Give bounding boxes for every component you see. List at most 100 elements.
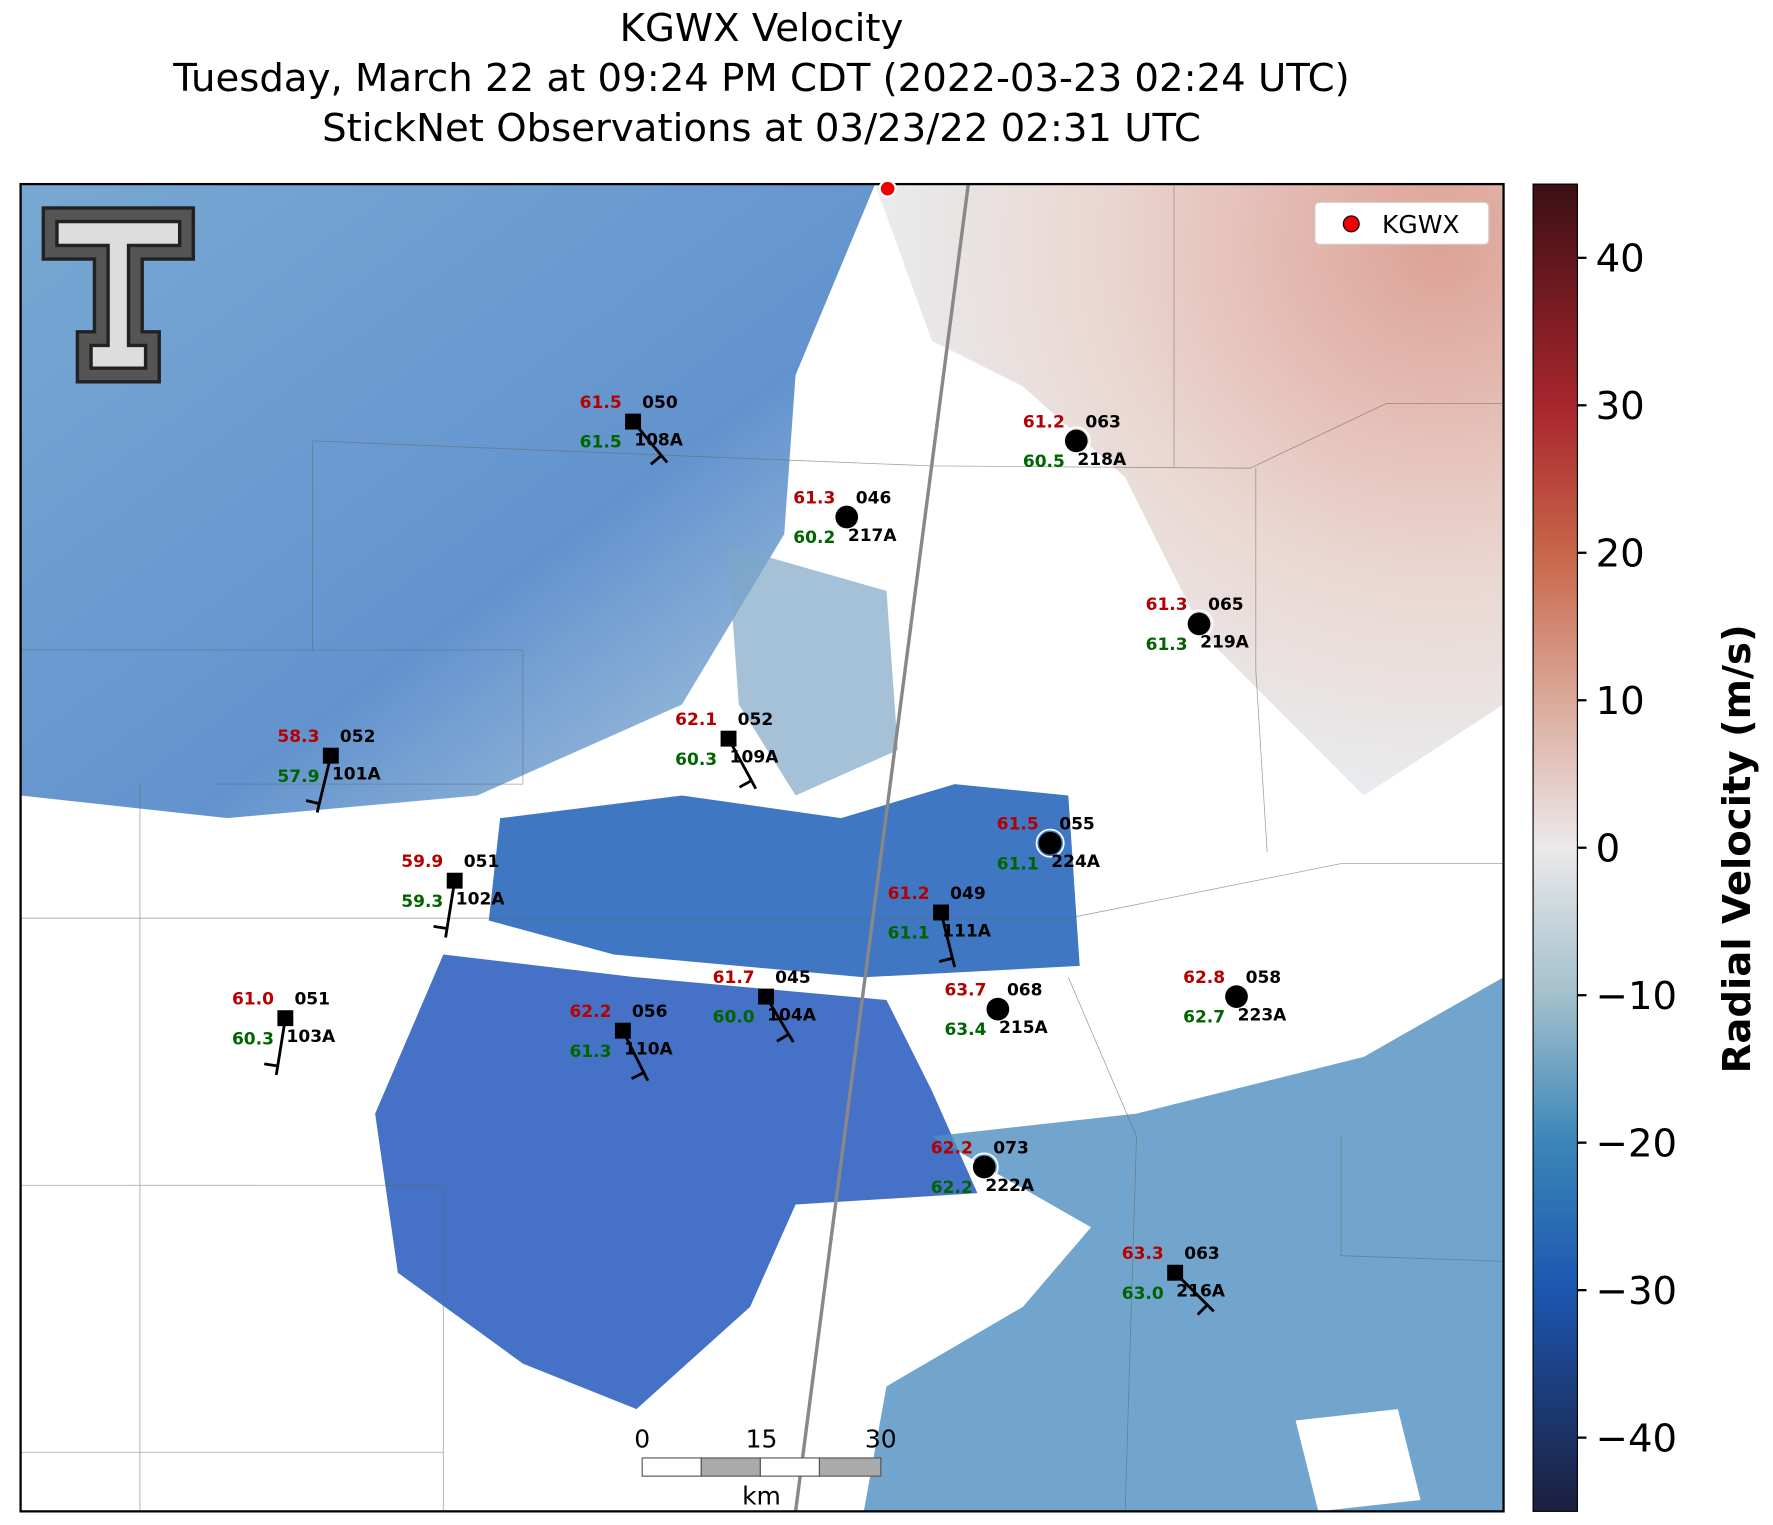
- temperature: 61.2: [1023, 412, 1065, 432]
- dewpoint: 60.3: [232, 1029, 274, 1049]
- velocity-region: [875, 184, 1504, 796]
- colorbar-tick-label: −30: [1596, 1269, 1678, 1314]
- station-id: 108A: [634, 430, 684, 450]
- dewpoint: 62.2: [931, 1178, 973, 1198]
- colorbar-tick-label: −10: [1596, 974, 1678, 1019]
- station-id: 102A: [456, 890, 506, 910]
- county-lines: [20, 184, 1504, 1512]
- station-marker: [758, 988, 774, 1005]
- station-code: 073: [993, 1138, 1029, 1158]
- station-marker: [625, 413, 642, 430]
- wind-barb: [315, 755, 333, 813]
- station-marker: [969, 1152, 999, 1182]
- station-code: 058: [1246, 968, 1282, 988]
- colorbar-tick-label: 40: [1596, 236, 1645, 281]
- scale-tick-label: 15: [746, 1425, 778, 1454]
- station-code: 068: [1007, 980, 1043, 1000]
- wind-barb: [649, 454, 663, 466]
- colorbar-tick-label: −20: [1596, 1121, 1678, 1166]
- station-id: 215A: [999, 1018, 1049, 1038]
- dewpoint: 61.1: [997, 854, 1039, 874]
- stations: 61.5 050 61.5 108A 61.2 063 60.5 218A 61.3 046 60.…: [232, 393, 1287, 1316]
- dewpoint: 60.5: [1023, 452, 1065, 472]
- wind-barb: [939, 912, 957, 968]
- temperature: 62.8: [1183, 968, 1225, 988]
- wind-barb: [444, 880, 457, 938]
- wind-barb: [264, 1062, 278, 1068]
- station-id: 217A: [848, 526, 898, 546]
- title: Tuesday, March 22 at 09:24 PM CDT (2022-…: [172, 56, 1349, 101]
- gap: [1295, 1409, 1421, 1512]
- station-code: 052: [738, 710, 774, 730]
- station-id: 109A: [730, 748, 780, 768]
- station-marker: [835, 505, 859, 529]
- dewpoint: 60.0: [713, 1008, 755, 1028]
- station-marker: [986, 997, 1010, 1021]
- wind-barb: [274, 1017, 287, 1076]
- station-marker: [832, 502, 862, 532]
- velocity-region: [375, 954, 978, 1410]
- station-marker: [1064, 429, 1088, 453]
- station-marker: [1222, 982, 1251, 1012]
- station-marker: [277, 1010, 294, 1027]
- station-marker: [322, 747, 339, 764]
- dewpoint: 63.0: [1122, 1284, 1164, 1304]
- temperature: 63.3: [1122, 1244, 1164, 1264]
- station-code: 051: [464, 852, 500, 872]
- dewpoint: 62.7: [1183, 1008, 1225, 1028]
- scale-tick-label: 30: [865, 1425, 897, 1454]
- legend-marker: [1342, 215, 1360, 233]
- temperature: 59.9: [401, 852, 443, 872]
- dewpoint: 57.9: [277, 767, 319, 787]
- temperature: 62.2: [931, 1138, 973, 1158]
- colorbar-tick-label: −40: [1596, 1416, 1678, 1461]
- colorbar-tick-label: 0: [1596, 826, 1621, 871]
- wind-barb: [630, 1071, 645, 1080]
- station-marker: [1225, 985, 1248, 1008]
- temperature: 61.3: [1146, 595, 1188, 615]
- scale-bar: km 0 15 30: [634, 1425, 896, 1511]
- station-marker: [972, 1155, 996, 1179]
- colorbar-tick-label: 20: [1596, 531, 1645, 576]
- dewpoint: 61.3: [569, 1042, 611, 1062]
- title: StickNet Observations at 03/23/22 02:31 …: [322, 106, 1201, 151]
- station-marker: [446, 872, 463, 889]
- station-code: 056: [632, 1002, 668, 1022]
- dewpoint: 61.5: [580, 433, 622, 453]
- temperature: 61.0: [232, 990, 274, 1010]
- scale-tick-label: 0: [634, 1425, 650, 1454]
- colorbar-tick-label: 10: [1596, 679, 1645, 724]
- station-marker: [614, 1022, 631, 1039]
- legend: [1314, 201, 1490, 245]
- temperature: 61.7: [713, 968, 755, 988]
- station-marker: [933, 904, 949, 921]
- station-marker: [1184, 609, 1214, 639]
- station-code: 050: [642, 393, 678, 413]
- velocity-region: [727, 545, 898, 796]
- station-marker: [983, 994, 1013, 1024]
- wind-barb: [1196, 1303, 1209, 1316]
- station-code: 046: [856, 488, 892, 508]
- station-code: 055: [1059, 815, 1095, 835]
- dewpoint: 60.2: [793, 528, 835, 548]
- station-id: 111A: [942, 921, 992, 941]
- station-marker: [1167, 1264, 1184, 1281]
- temperature: 61.5: [997, 815, 1039, 835]
- velocity-region: [20, 184, 876, 819]
- colorbar-tick-label: 30: [1596, 384, 1645, 429]
- station-id: 218A: [1077, 450, 1127, 470]
- radar-site: [878, 179, 897, 198]
- radar-layer: [20, 184, 1504, 1512]
- dewpoint: 61.3: [1146, 635, 1188, 655]
- station-marker: [1187, 612, 1211, 636]
- wind-barb: [938, 956, 953, 963]
- temperature: 62.2: [569, 1002, 611, 1022]
- legend-label: KGWX: [1382, 210, 1460, 239]
- temperature: 61.3: [793, 488, 835, 508]
- wind-barb: [305, 799, 320, 806]
- station-code: 051: [294, 990, 330, 1010]
- road: [793, 184, 971, 1512]
- title: KGWX Velocity: [620, 6, 904, 51]
- temperature: 62.1: [675, 710, 717, 730]
